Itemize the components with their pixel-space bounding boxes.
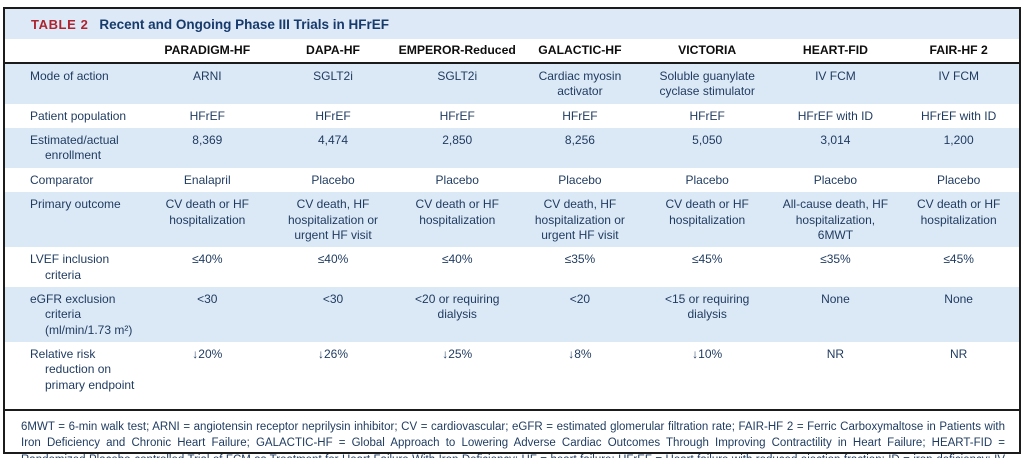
row-label: Mode of action: [30, 69, 109, 83]
table-body: Mode of action ARNI SGLT2i SGLT2i Cardiac m…: [5, 63, 1019, 410]
column-header-heart-fid: HEART-FID: [772, 39, 899, 64]
table-cell: 1,200: [943, 133, 974, 148]
table-cell: Placebo: [813, 172, 858, 187]
table-cell: Soluble guanylate cyclase stimulator: [659, 69, 755, 99]
table-label: TABLE 2: [31, 17, 89, 32]
table-cell: ↓8%: [568, 347, 592, 362]
table-cell: <30: [197, 291, 218, 306]
table-cell: SGLT2i: [437, 69, 478, 83]
table-cell: CV death, HF hospitalization or urgent H…: [534, 197, 625, 242]
table-cell: ≤35%: [564, 252, 596, 267]
table-title: Recent and Ongoing Phase III Trials in H…: [99, 17, 389, 32]
table-row: Patient population HFrEF HFrEF HFrEF HFrEF H…: [5, 103, 1019, 129]
row-label: Primary outcome: [30, 197, 121, 212]
column-header-paradigm-hf: PARADIGM-HF: [144, 39, 270, 64]
table-footnote: 6MWT = 6-min walk test; ARNI = angiotens…: [5, 409, 1019, 458]
table-cell: 2,850: [442, 133, 473, 148]
table-cell: CV death or HF hospitalization: [165, 197, 249, 227]
table-cell: HFrEF: [689, 108, 725, 123]
table-cell: ↓25%: [442, 347, 473, 362]
table-cell: ARNI: [192, 69, 222, 83]
row-label: Patient population: [30, 108, 127, 123]
table-cell: <15 or requiring dialysis: [664, 291, 750, 322]
table-2-frame: TABLE 2 Recent and Ongoing Phase III Tri…: [3, 7, 1021, 458]
table-cell: <20 or requiring dialysis: [415, 291, 500, 322]
column-header-dapa-hf: DAPA-HF: [269, 39, 397, 64]
table-cell: ≤40%: [191, 252, 223, 267]
row-label: Estimated/actual enrollment: [30, 133, 119, 163]
column-header-fair-hf-2: FAIR-HF 2: [898, 39, 1019, 64]
table-cell: HFrEF: [439, 108, 475, 123]
table-cell: HFrEF: [189, 108, 225, 123]
row-label: eGFR exclusion criteria (ml/min/1.73 m²): [30, 291, 133, 337]
table-cell: Placebo: [685, 172, 729, 187]
row-label: Comparator: [30, 172, 94, 187]
table-cell: 4,474: [318, 133, 349, 148]
column-header-row: PARADIGM-HF DAPA-HF EMPEROR-Reduced GALA…: [5, 39, 1019, 64]
table-cell: None: [944, 291, 973, 306]
table-cell: <20: [569, 291, 591, 306]
table-cell: ≤35%: [820, 252, 851, 267]
table-cell: 8,369: [192, 133, 223, 148]
table-cell: Enalapril: [183, 172, 231, 187]
table-cell: 3,014: [820, 133, 851, 148]
table-cell: HFrEF with ID: [797, 108, 874, 123]
row-label: LVEF inclusion criteria: [30, 252, 110, 282]
table-cell: SGLT2i: [313, 69, 353, 83]
table-cell: IV FCM: [938, 69, 979, 83]
table-cell: ≤40%: [441, 252, 473, 267]
table-title-bar: TABLE 2 Recent and Ongoing Phase III Tri…: [5, 9, 1019, 39]
table-cell: ↓26%: [318, 347, 349, 362]
table-cell: None: [821, 291, 850, 306]
column-header-blank: [5, 39, 145, 64]
table-row: LVEF inclusion criteria ≤40% ≤40% ≤40% ≤35%…: [5, 247, 1019, 287]
table-cell: HFrEF with ID: [920, 108, 997, 123]
table-row: Estimated/actual enrollment 8,369 4,474 2,…: [5, 128, 1019, 168]
table-cell: CV death or HF hospitalization: [916, 197, 1001, 227]
table-cell: CV death, HF hospitalization or urgent H…: [287, 197, 379, 242]
table-cell: ≤45%: [691, 252, 723, 267]
table-cell: HFrEF: [315, 108, 351, 123]
table-row: Comparator Enalapril Placebo Placebo Placeb…: [5, 167, 1019, 193]
table-row: eGFR exclusion criteria (ml/min/1.73 m²)…: [5, 286, 1019, 343]
table-cell: Placebo: [936, 172, 981, 187]
table-cell: CV death or HF hospitalization: [415, 197, 499, 227]
table-cell: <30: [322, 291, 344, 306]
table-row: Mode of action ARNI SGLT2i SGLT2i Cardiac m…: [5, 63, 1019, 104]
table-cell: ↓10%: [692, 347, 723, 362]
trials-table: PARADIGM-HF DAPA-HF EMPEROR-Reduced GALA…: [5, 39, 1019, 410]
table-cell: HFrEF: [562, 108, 598, 123]
table-cell: Placebo: [558, 172, 602, 187]
table-cell: NR: [826, 347, 845, 362]
table-cell: ↓20%: [192, 347, 223, 362]
table-cell: IV FCM: [815, 69, 856, 83]
footnote-text: 6MWT = 6-min walk test; ARNI = angiotens…: [21, 421, 1005, 458]
column-header-galactic-hf: GALACTIC-HF: [518, 39, 642, 64]
table-row: Relative risk reduction on primary endpo…: [5, 342, 1019, 410]
table-row: Primary outcome CV death or HF hospitali…: [5, 192, 1019, 248]
table-cell: ≤45%: [943, 252, 974, 267]
table-cell: CV death or HF hospitalization: [665, 197, 749, 227]
table-cell: 5,050: [692, 133, 723, 148]
table-cell: Placebo: [311, 172, 355, 187]
row-label: Relative risk reduction on primary endpo…: [30, 347, 135, 392]
column-header-victoria: VICTORIA: [641, 39, 773, 64]
table-cell: ≤40%: [317, 252, 349, 267]
column-header-emperor-reduced: EMPEROR-Reduced: [396, 39, 519, 64]
table-cell: 8,256: [564, 133, 595, 148]
table-cell: Placebo: [435, 172, 479, 187]
table-cell: NR: [949, 347, 968, 362]
table-cell: Cardiac myosin activator: [538, 69, 622, 99]
table-cell: All-cause death, HF hospitalization, 6MW…: [782, 197, 889, 242]
